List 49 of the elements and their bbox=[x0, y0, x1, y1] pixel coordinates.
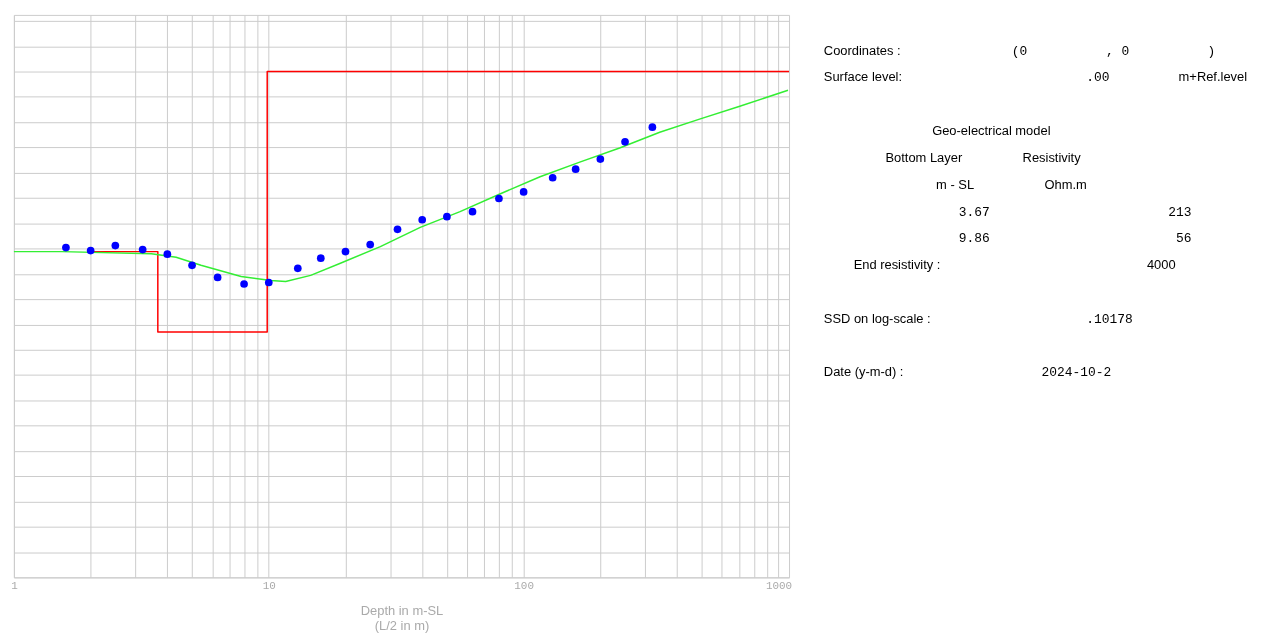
text: 3.67 bbox=[958, 204, 990, 220]
point bbox=[366, 240, 375, 249]
point bbox=[468, 207, 477, 216]
point bbox=[648, 123, 657, 132]
text: ) bbox=[1207, 43, 1216, 59]
point bbox=[213, 273, 222, 282]
text: SSD on log-scale : bbox=[823, 310, 931, 326]
text: 213 bbox=[1168, 204, 1192, 220]
point bbox=[519, 188, 528, 196]
point bbox=[621, 138, 629, 146]
point bbox=[138, 245, 147, 254]
text: .10178 bbox=[1086, 311, 1133, 327]
point bbox=[111, 241, 120, 250]
point bbox=[316, 254, 325, 263]
text: Surface level: bbox=[823, 69, 903, 85]
text: Resistivity bbox=[1022, 149, 1082, 165]
text: Coordinates : bbox=[823, 42, 901, 58]
point bbox=[418, 215, 427, 224]
text: (0 bbox=[1011, 43, 1028, 59]
text: Geo-electrical model bbox=[932, 123, 1051, 139]
x-axis-title: Depth in m-SL (L/2 in m) bbox=[360, 602, 444, 633]
point bbox=[62, 243, 70, 252]
x-tick-label: 1000 bbox=[765, 579, 793, 592]
text: 9.86 bbox=[958, 231, 990, 247]
text: m - SL bbox=[936, 176, 975, 192]
point bbox=[240, 280, 248, 288]
point bbox=[341, 247, 350, 256]
point bbox=[86, 246, 95, 255]
text: , 0 bbox=[1106, 43, 1130, 59]
text: Ohm.m bbox=[1044, 176, 1087, 192]
x-tick-label: 10 bbox=[262, 579, 276, 592]
x-tick-label: 100 bbox=[514, 579, 534, 592]
point bbox=[571, 165, 580, 174]
text: 4000 bbox=[1146, 257, 1176, 273]
point bbox=[495, 194, 503, 203]
x-tick-label: 1 bbox=[11, 579, 19, 592]
point bbox=[188, 261, 196, 270]
point bbox=[443, 212, 451, 221]
text: 2024-10-2 bbox=[1041, 364, 1112, 380]
text: Date (y-m-d) : bbox=[823, 363, 904, 379]
point bbox=[393, 225, 402, 234]
text: .00 bbox=[1086, 70, 1110, 86]
point bbox=[596, 155, 605, 163]
text: 56 bbox=[1176, 231, 1192, 247]
text: End resistivity : bbox=[853, 257, 941, 273]
text: m+Ref.level bbox=[1178, 69, 1248, 85]
point bbox=[163, 250, 172, 258]
point bbox=[264, 278, 273, 287]
text: Bottom Layer bbox=[885, 149, 963, 165]
